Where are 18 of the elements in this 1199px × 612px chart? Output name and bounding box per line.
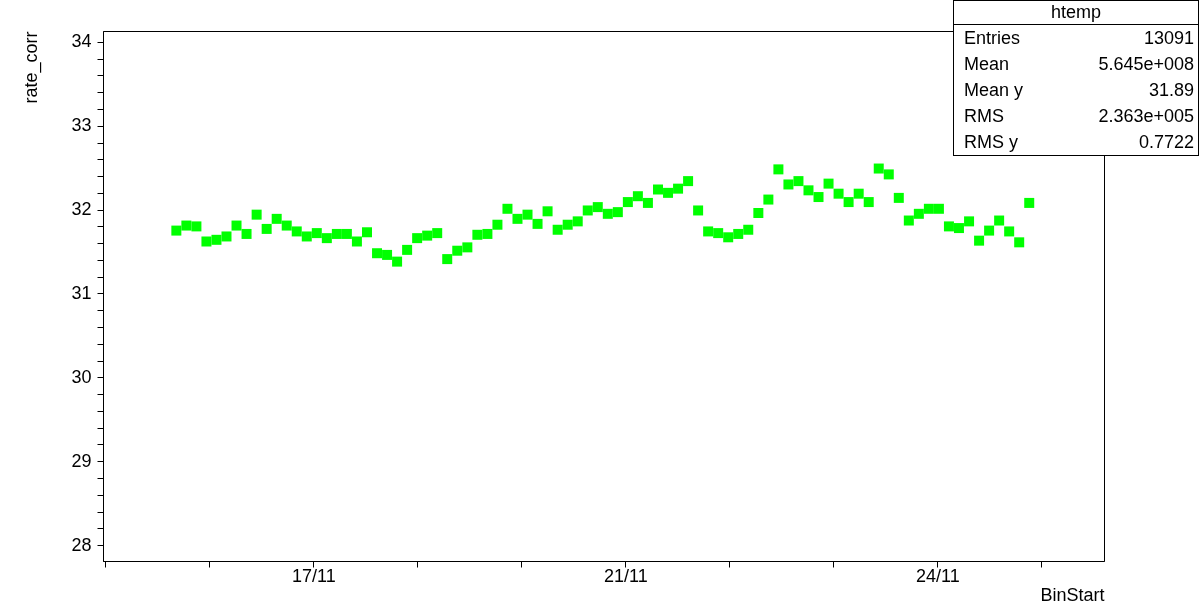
- y-tick-label: 29: [71, 450, 92, 471]
- text: Mean 5.645e+008: [964, 54, 1194, 74]
- x-tick-label: 17/11: [291, 565, 336, 586]
- x-axis-title: BinStart: [1040, 584, 1105, 605]
- text: RMS y 0.7722: [964, 132, 1194, 152]
- y-tick-label: 30: [71, 366, 92, 387]
- x-tick-label: 21/11: [603, 565, 648, 586]
- y-tick-label: 32: [71, 199, 92, 220]
- x-tick-label: 24/11: [915, 565, 960, 586]
- text: htemp: [954, 1, 1198, 25]
- y-tick-label: 28: [71, 534, 92, 555]
- text: Entries 13091: [964, 28, 1194, 48]
- y-axis-title: rate_corr: [21, 31, 43, 104]
- text: RMS 2.363e+005: [964, 106, 1194, 126]
- text: Mean y 31.89: [964, 80, 1194, 100]
- y-tick-label: 33: [71, 115, 92, 136]
- y-tick-label: 31: [71, 282, 92, 303]
- y-tick-label: 34: [71, 31, 92, 52]
